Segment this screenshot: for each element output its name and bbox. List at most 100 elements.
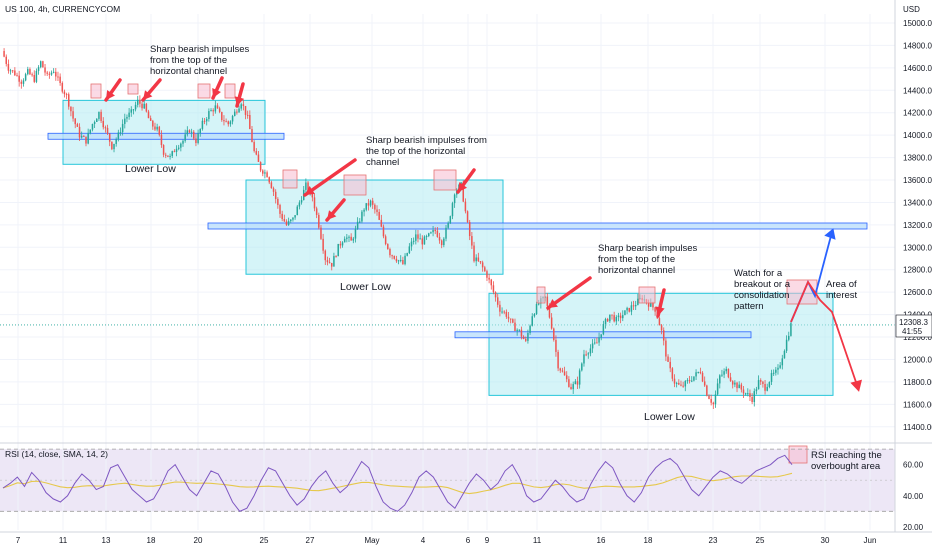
price-tick-label: 13200.00 — [903, 221, 932, 230]
candle-body — [100, 111, 102, 121]
candle-body — [501, 311, 503, 313]
candle-body — [565, 375, 568, 380]
candle-body — [98, 111, 100, 119]
candle-body — [671, 368, 674, 379]
candle-body — [481, 262, 484, 268]
candle-body — [117, 132, 120, 140]
time-tick-label: May — [364, 536, 379, 545]
candle-body — [764, 384, 766, 391]
rejection-path — [790, 280, 859, 389]
candle-body — [550, 317, 553, 329]
candle-body — [464, 201, 467, 212]
candle-body — [3, 51, 5, 57]
candle-body — [193, 131, 195, 139]
candle-body — [197, 133, 199, 144]
candle-body — [335, 256, 337, 258]
time-tick-label: 7 — [16, 536, 21, 545]
price-axis[interactable]: 11400.00 11600.00 11800.00 12000.00 12200.00… — [903, 19, 932, 432]
price-tick-label: 13800.00 — [903, 154, 932, 163]
candle-body — [779, 365, 781, 368]
candle-body — [785, 339, 788, 351]
candle-body — [619, 315, 622, 319]
candle-body — [333, 256, 335, 267]
candle-body — [294, 215, 296, 218]
candle-body — [210, 110, 212, 112]
impulse-arrow-head — [458, 182, 468, 192]
time-tick-label: 4 — [421, 536, 426, 545]
symbol-title[interactable]: US 100, 4h, CURRENCYCOM — [5, 4, 120, 14]
candle-body — [525, 338, 527, 341]
candle-body — [382, 226, 385, 237]
candle-body — [52, 71, 55, 73]
candle-body — [55, 71, 57, 77]
candle-body — [281, 213, 283, 220]
candle-body — [205, 118, 208, 122]
candle-body — [449, 216, 452, 224]
candle-body — [376, 209, 378, 212]
svg-text:12308.3: 12308.3 — [899, 318, 928, 327]
candle-body — [443, 238, 445, 246]
rsi-sma-line — [2, 472, 793, 495]
candle-body — [555, 339, 557, 352]
candle-body — [484, 267, 486, 272]
candle-body — [359, 221, 361, 223]
time-axis[interactable]: 7 11 13 18 20 25 27 May 4 6 9 11 16 18 23 25 30 Jun — [16, 536, 877, 545]
candle-body — [136, 99, 139, 105]
time-tick-label: 23 — [709, 536, 718, 545]
price-tick-label: 14400.00 — [903, 86, 932, 95]
highlight-box — [638, 286, 656, 304]
candle-body — [712, 402, 715, 405]
highlight-box — [127, 83, 139, 95]
rejection-arrow-head — [850, 379, 862, 392]
candle-body — [667, 356, 669, 362]
candle-body — [684, 381, 687, 387]
candle-body — [27, 69, 29, 75]
candle-body — [673, 378, 676, 384]
candle-body — [781, 358, 784, 366]
candle-body — [134, 104, 137, 110]
candle-body — [113, 143, 115, 150]
candle-body — [305, 182, 307, 190]
candle-body — [268, 177, 270, 183]
candle-body — [775, 369, 777, 373]
candle-body — [339, 243, 342, 246]
highlight-boxes — [90, 83, 818, 464]
price-tick-label: 14000.00 — [903, 131, 932, 140]
lower-low-label-2: Lower Low — [340, 281, 391, 293]
candle-body — [7, 63, 10, 71]
candle-body — [397, 260, 400, 262]
impulse-arrow-head — [212, 88, 221, 98]
lower-low-label-1: Lower Low — [125, 163, 176, 175]
candle-body — [287, 221, 290, 225]
price-tick-label: 13600.00 — [903, 176, 932, 185]
candle-body — [675, 382, 678, 384]
candle-body — [578, 370, 581, 385]
time-tick-label: 11 — [533, 536, 542, 545]
candle-body — [518, 329, 521, 331]
candle-body — [654, 307, 656, 312]
candle-body — [307, 182, 309, 192]
candle-body — [581, 363, 583, 371]
candle-body — [80, 135, 83, 138]
candle-body — [445, 227, 447, 239]
candle-body — [553, 328, 555, 340]
time-tick-label: 16 — [597, 536, 606, 545]
candle-body — [249, 114, 251, 130]
candle-body — [203, 120, 206, 122]
time-tick-label: 11 — [59, 536, 68, 545]
impulse-arrow-head — [305, 186, 315, 195]
candle-body — [479, 261, 482, 263]
candle-body — [499, 304, 501, 312]
rsi-tick-label: 20.00 — [903, 523, 924, 532]
candle-body — [350, 236, 352, 241]
candle-body — [119, 132, 122, 134]
candle-body — [453, 194, 456, 204]
candle-body — [701, 372, 704, 382]
candle-body — [759, 380, 762, 382]
candle-body — [477, 257, 480, 262]
candle-body — [516, 329, 518, 331]
candle-body — [227, 121, 230, 125]
rsi-label[interactable]: RSI (14, close, SMA, 14, 2) — [5, 449, 108, 459]
candle-body — [283, 219, 286, 222]
